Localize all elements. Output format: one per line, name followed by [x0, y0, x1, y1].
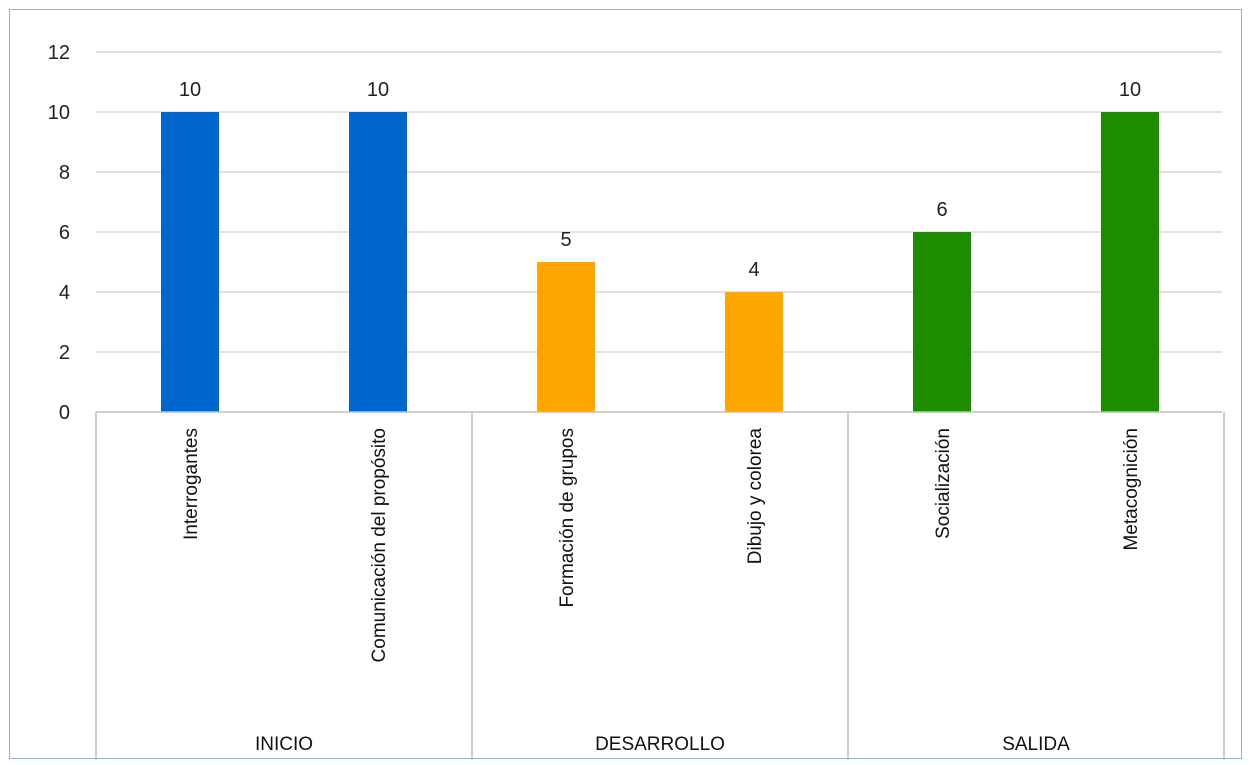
bar: [913, 232, 971, 412]
bar: [725, 292, 783, 412]
y-axis-tick-labels: 0 2 4 6 8 10 12: [48, 42, 70, 424]
category-label: Socialización: [933, 428, 954, 539]
category-label: Formación de grupos: [557, 428, 578, 608]
group-label: INICIO: [255, 734, 313, 755]
y-tick-label: 6: [59, 222, 70, 244]
bar: [349, 112, 407, 412]
x-axis: Interrogantes Comunicación del propósito I…: [95, 411, 1225, 760]
category-label: Metacognición: [1121, 428, 1142, 551]
data-label: 10: [1119, 79, 1141, 101]
category-label: Comunicación del propósito: [369, 428, 390, 662]
category-label: Interrogantes: [181, 428, 202, 540]
bar: [537, 262, 595, 412]
data-label: 4: [748, 259, 759, 281]
data-label: 5: [560, 229, 571, 251]
data-label: 10: [179, 79, 201, 101]
category-label: Dibujo y colorea: [745, 428, 766, 565]
bar: [161, 112, 219, 412]
y-tick-label: 4: [59, 282, 70, 304]
data-label: 6: [936, 199, 947, 221]
data-labels: 10 10 5 4 6 10: [179, 79, 1141, 281]
gridlines: [96, 51, 1222, 353]
y-tick-label: 10: [48, 102, 70, 124]
bar: [1101, 112, 1159, 412]
data-label: 10: [367, 79, 389, 101]
group-label: DESARROLLO: [595, 734, 725, 755]
y-tick-label: 8: [59, 162, 70, 184]
bars: [161, 112, 1159, 412]
y-tick-label: 2: [59, 342, 70, 364]
group-label: SALIDA: [1002, 734, 1070, 755]
y-tick-label: 0: [59, 402, 70, 424]
y-tick-label: 12: [48, 42, 70, 64]
